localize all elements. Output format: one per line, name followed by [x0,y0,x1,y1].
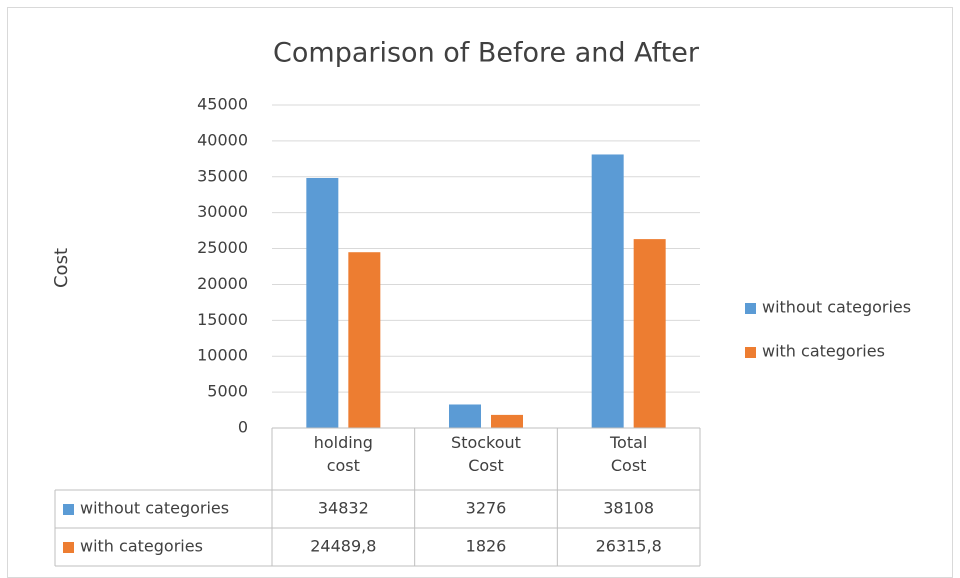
y-tick-label: 15000 [197,310,248,329]
table-value: 1826 [466,537,507,556]
table-legend-key [63,504,74,515]
x-tick-label: Stockout Cost [451,433,521,475]
table-row-label: with categories [80,537,203,556]
y-tick-label: 35000 [197,166,248,185]
y-tick-label: 25000 [197,238,248,257]
bar [633,239,666,428]
table-value: 3276 [466,499,507,518]
bar [348,252,381,428]
y-tick-label: 40000 [197,130,248,149]
x-tick-label: holding cost [313,433,373,475]
y-tick-label: 10000 [197,346,248,365]
y-tick-label: 0 [238,418,248,437]
y-tick-label: 5000 [207,382,248,401]
bar [591,154,624,428]
bar [449,404,481,428]
legend-label: with categories [762,342,885,361]
legend-key [745,347,756,358]
chart-title: Comparison of Before and After [273,38,700,69]
y-tick-label: 20000 [197,274,248,293]
y-axis-label: Cost [51,248,72,288]
bar [491,414,523,428]
table-value: 24489,8 [310,537,376,556]
table-legend-key [63,542,74,553]
bar [306,177,339,428]
legend-label: without categories [762,298,911,317]
y-tick-label: 30000 [197,202,248,221]
table-value: 34832 [318,499,369,518]
table-value: 26315,8 [596,537,662,556]
table-value: 38108 [603,499,654,518]
legend-key [745,303,756,314]
table-row-label: without categories [80,499,229,518]
x-tick-label: Total Cost [609,433,648,475]
y-tick-label: 45000 [197,95,248,114]
chart-border [7,7,953,578]
